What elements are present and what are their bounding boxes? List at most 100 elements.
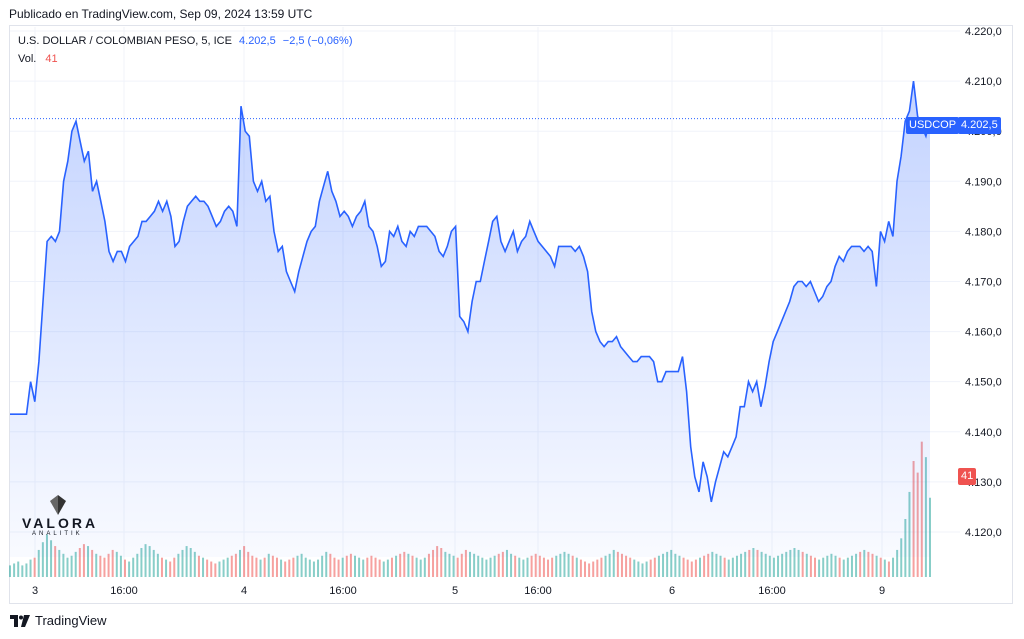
- volume-bar: [275, 557, 278, 577]
- volume-bar: [662, 553, 665, 577]
- volume-label: Vol.: [18, 53, 37, 65]
- volume-bar: [144, 544, 147, 577]
- volume-bar: [95, 553, 98, 577]
- volume-bar: [300, 553, 303, 577]
- volume-bar: [542, 557, 545, 577]
- volume-bar: [156, 553, 159, 577]
- volume-bar: [460, 553, 463, 577]
- volume-bar: [9, 565, 11, 577]
- volume-bar: [17, 561, 20, 577]
- chart-frame: [9, 25, 1013, 604]
- volume-bar: [514, 555, 517, 577]
- volume-bar: [321, 555, 324, 577]
- volume-bar: [304, 557, 307, 577]
- price-badge: 4.202,5: [958, 117, 1001, 134]
- volume-bar: [814, 557, 816, 577]
- y-tick-label: 4.170,0: [965, 276, 1002, 288]
- volume-bar: [25, 563, 28, 577]
- volume-bar: [567, 553, 570, 577]
- volume-bar: [165, 559, 168, 577]
- volume-bar: [70, 555, 73, 577]
- y-tick-label: 4.120,0: [965, 527, 1002, 539]
- x-tick-label: 6: [669, 585, 675, 597]
- volume-bar: [518, 557, 521, 577]
- volume-bar: [637, 561, 640, 577]
- volume-bar: [551, 557, 554, 577]
- volume-bar: [132, 557, 135, 577]
- volume-bar: [547, 559, 550, 577]
- volume-bar: [427, 553, 430, 577]
- volume-bar: [805, 553, 808, 577]
- volume-bar: [124, 559, 126, 577]
- volume-bar: [657, 555, 660, 577]
- volume-bar: [711, 551, 714, 577]
- volume-bar: [66, 557, 69, 577]
- volume-bar: [797, 549, 800, 577]
- volume-bar: [822, 557, 825, 577]
- volume-bar: [892, 557, 895, 577]
- volume-bar: [641, 563, 644, 577]
- volume-bar: [612, 549, 615, 577]
- volume-bar: [555, 555, 558, 577]
- volume-bar: [119, 555, 122, 577]
- volume-bar: [748, 549, 751, 577]
- volume-bar: [280, 559, 283, 577]
- volume-bar: [772, 557, 775, 577]
- volume-bar: [731, 557, 734, 577]
- volume-bar: [111, 549, 114, 577]
- volume-bar: [62, 553, 65, 577]
- volume-bar: [505, 549, 508, 577]
- volume-bar: [670, 549, 673, 577]
- volume-bar: [649, 559, 652, 577]
- volume-bar: [103, 557, 106, 577]
- volume-bar: [370, 555, 373, 577]
- y-tick-label: 4.180,0: [965, 226, 1002, 238]
- volume-bar: [855, 553, 858, 577]
- volume-bar: [206, 559, 209, 577]
- volume-bar: [879, 557, 882, 577]
- volume-bar: [148, 546, 151, 577]
- volume-bar: [501, 551, 504, 577]
- volume-bar: [115, 551, 118, 577]
- volume-bar: [271, 555, 274, 577]
- volume-bar: [78, 548, 81, 577]
- volume-bar: [288, 559, 291, 577]
- volume-bar: [226, 557, 229, 577]
- volume-bar: [152, 549, 155, 577]
- volume-bar: [50, 540, 53, 577]
- volume-bar: [308, 559, 311, 577]
- volume-bar: [522, 559, 525, 577]
- x-tick-label: 16:00: [524, 585, 552, 597]
- volume-bar: [177, 553, 180, 577]
- volume-bar: [653, 557, 656, 577]
- volume-bar: [13, 563, 16, 577]
- volume-bar: [214, 563, 217, 577]
- volume-bar: [366, 557, 369, 577]
- volume-bar: [830, 553, 833, 577]
- volume-bar: [666, 551, 669, 577]
- volume-bar: [218, 561, 221, 577]
- volume-bar: [354, 555, 356, 577]
- volume-bar: [793, 548, 796, 577]
- volume-bar: [752, 548, 755, 577]
- volume-badge: 41: [958, 468, 977, 485]
- volume-bar: [678, 555, 681, 577]
- x-tick-label: 3: [32, 585, 38, 597]
- volume-bar: [456, 557, 459, 577]
- volume-bar: [686, 559, 689, 577]
- volume-bar: [633, 559, 636, 577]
- volume-bar: [735, 555, 738, 577]
- volume-bar: [473, 553, 476, 577]
- x-tick-label: 5: [452, 585, 458, 597]
- volume-bar: [616, 551, 619, 577]
- volume-bar: [592, 561, 595, 577]
- footer[interactable]: TradingView: [10, 613, 107, 628]
- volume-bar: [337, 559, 340, 577]
- volume-bar: [243, 546, 246, 577]
- volume-bar: [234, 553, 237, 577]
- volume-bar: [896, 549, 899, 577]
- watermark-logo: VALORA ANALITIK: [22, 495, 98, 537]
- volume-bar: [436, 546, 439, 577]
- volume-bar: [210, 561, 213, 577]
